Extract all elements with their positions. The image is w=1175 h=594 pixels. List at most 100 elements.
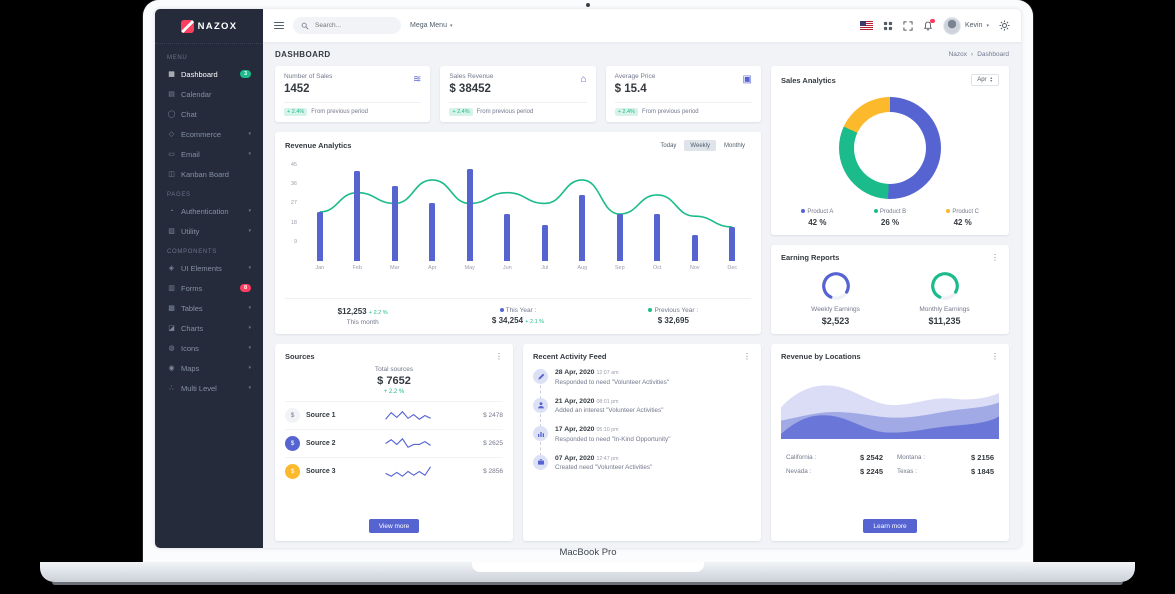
notifications-bell-icon[interactable]	[923, 18, 935, 31]
revenue-range-tabs: Today Weekly Monthly	[654, 140, 751, 151]
language-flag-icon[interactable]	[859, 21, 873, 30]
mega-menu[interactable]: Mega Menu ▾	[410, 22, 452, 29]
search-input[interactable]	[313, 21, 385, 30]
chart-icon	[533, 426, 548, 441]
radial-progress	[821, 272, 850, 300]
sidebar-item-tables[interactable]: ▩ Tables ▾	[155, 298, 263, 318]
feed-item[interactable]: 17 Apr, 2020 05:10 pm Responded to need "I…	[533, 426, 751, 455]
chevron-down-icon: ▾	[449, 22, 453, 29]
breadcrumb-link-home[interactable]: Nazox	[948, 51, 968, 58]
tab-weekly[interactable]: Weekly	[684, 140, 716, 151]
earning-items: Weekly Earnings $2,523 Monthly Earnings $11…	[781, 269, 999, 326]
y-axis: 9 18 27 36 45	[285, 162, 301, 261]
x-axis-label: Feb	[352, 265, 362, 271]
search-box[interactable]	[293, 17, 401, 34]
stat-cards-row: Number of Sales 1452 ≋ + 2.4% From previo…	[275, 66, 761, 122]
dashboard-icon: ▦	[168, 71, 175, 78]
activity-feed-card: Recent Activity Feed ⋮ 28 Apr, 2020 12:07…	[523, 344, 761, 541]
breadcrumb-current: Dashboard	[977, 51, 1009, 58]
summary-this-month: $12,253 + 2.2 % This month	[337, 307, 388, 326]
period-select[interactable]: Apr ▲ ▼	[971, 74, 999, 86]
fullscreen-icon[interactable]	[903, 20, 913, 31]
hamburger-menu-icon[interactable]	[274, 21, 284, 30]
sidebar-item-multi-level[interactable]: ∴ Multi Level ▾	[155, 378, 263, 398]
locations-values: California : $ 2542 Montana : $ 2156 Nevada …	[781, 453, 999, 476]
stat-note: From previous period	[311, 109, 368, 115]
sidebar-item-ui-elements[interactable]: ◈ UI Elements ▾	[155, 258, 263, 278]
feed-item-body: 07 Apr, 2020 12:47 pm Created need "Volunt…	[555, 455, 652, 472]
summary-previous-year: Previous Year : $ 32,695	[596, 307, 751, 326]
feed-item-body: 21 Apr, 2020 08:01 pm Added an interest "V…	[555, 398, 663, 415]
kebab-menu-icon[interactable]: ⋮	[495, 351, 503, 361]
feed-item[interactable]: 28 Apr, 2020 12:07 am Responded to need "V…	[533, 369, 751, 398]
source-name: Source 2	[306, 440, 336, 447]
feed-item[interactable]: 07 Apr, 2020 12:47 pm Created need "Volunt…	[533, 454, 751, 484]
sidebar-item-charts[interactable]: ◪ Charts ▾	[155, 318, 263, 338]
user-icon	[533, 397, 548, 413]
select-arrows-icon: ▲ ▼	[989, 76, 993, 83]
dashboard-app: NAZOX MENU ▦ Dashboard 3 ▤ Calendar ◯ Chat ◇ Ecom…	[155, 9, 1021, 548]
earning-value: $2,523	[821, 316, 850, 326]
apps-grid-icon[interactable]	[883, 21, 893, 31]
revenue-summary: $12,253 + 2.2 % This month This Year : $…	[285, 298, 751, 326]
main-area: Mega Menu ▾	[263, 9, 1021, 548]
x-axis-label: Nov	[689, 265, 700, 271]
chevron-down-icon: ▾	[248, 305, 251, 311]
earning-label: Monthly Earnings	[919, 306, 970, 313]
sidebar-item-authentication[interactable]: ◔ Authentication ▾	[155, 201, 263, 221]
sidebar-item-label: Forms	[181, 283, 203, 293]
source-name: Source 1	[306, 412, 336, 419]
user-menu[interactable]: Kevin ▾	[942, 16, 989, 35]
locations-area-chart	[781, 369, 999, 444]
chevron-down-icon: ▾	[248, 365, 251, 371]
chat-icon: ◯	[167, 111, 176, 118]
sidebar-item-kanban-board[interactable]: ◫ Kanban Board	[155, 164, 263, 184]
legend-item-product-c: Product C 42 %	[926, 209, 999, 227]
sidebar-item-dashboard[interactable]: ▦ Dashboard 3	[155, 64, 263, 84]
feed-time: 08:01 pm	[596, 398, 619, 405]
tab-monthly[interactable]: Monthly	[717, 140, 751, 151]
feed-text: Created need "Volunteer Activities"	[555, 464, 653, 471]
logo[interactable]: NAZOX	[155, 9, 263, 44]
sidebar-item-ecommerce[interactable]: ◇ Ecommerce ▾	[155, 124, 263, 144]
learn-more-button[interactable]: Learn more	[863, 519, 917, 533]
sidebar-item-chat[interactable]: ◯ Chat	[155, 104, 263, 124]
source-amount: $ 2625	[483, 440, 503, 447]
layers-icon: ≋	[412, 74, 422, 85]
sidebar-item-email[interactable]: ▭ Email ▾	[155, 144, 263, 164]
feed-item-body: 28 Apr, 2020 12:07 am Responded to need "V…	[555, 369, 669, 386]
sidebar-item-badge: 3	[239, 70, 251, 78]
source-row-source-2[interactable]: $ Source 2 $ 2625	[285, 429, 503, 457]
archive-icon: ▣	[742, 74, 752, 85]
card-title: Sources	[285, 352, 315, 361]
gear-icon[interactable]	[999, 20, 1010, 31]
sidebar-item-maps[interactable]: ◉ Maps ▾	[155, 358, 263, 378]
charts-icon: ◪	[168, 325, 175, 332]
donut-legend: Product A 42 % Product B 26 % Product C 42 %	[781, 209, 999, 227]
sidebar-item-icons[interactable]: ◍ Icons ▾	[155, 338, 263, 358]
ecommerce-icon: ◇	[168, 131, 175, 138]
view-more-button[interactable]: View more	[368, 519, 420, 533]
source-amount: $ 2856	[483, 468, 503, 475]
tab-today[interactable]: Today	[654, 140, 683, 151]
mega-menu-label: Mega Menu	[410, 22, 447, 29]
sidebar-item-utility[interactable]: ▧ Utility ▾	[155, 221, 263, 241]
sidebar-item-forms[interactable]: ▥ Forms 8	[155, 278, 263, 298]
x-axis-label: Jan	[315, 265, 325, 271]
sidebar-item-calendar[interactable]: ▤ Calendar	[155, 84, 263, 104]
kebab-menu-icon[interactable]: ⋮	[743, 351, 751, 361]
source-row-source-3[interactable]: $ Source 3 $ 2856	[285, 457, 503, 485]
source-name: Source 3	[306, 468, 336, 475]
page-header: DASHBOARD Nazox › Dashboard	[263, 42, 1021, 66]
sidebar-item-label: Email	[181, 149, 200, 159]
kebab-menu-icon[interactable]: ⋮	[991, 252, 999, 262]
kebab-menu-icon[interactable]: ⋮	[991, 351, 999, 361]
topbar: Mega Menu ▾	[263, 9, 1021, 42]
x-axis-labels: Jan Feb Mar Apr May Jun Jul Aug Sep Oct Nov Dec	[301, 265, 751, 271]
source-row-source-1[interactable]: $ Source 1 $ 2478	[285, 401, 503, 429]
stat-card-sales-revenue: Sales Revenue $ 38452 ⌂ + 2.4% From previ…	[440, 66, 596, 122]
logo-text: NAZOX	[197, 20, 238, 32]
sidebar-item-label: Tables	[181, 303, 203, 313]
sales-analytics-card: Sales Analytics Apr ▲ ▼ Product A 42 % Prod…	[771, 66, 1009, 235]
feed-item[interactable]: 21 Apr, 2020 08:01 pm Added an interest "V…	[533, 397, 751, 427]
